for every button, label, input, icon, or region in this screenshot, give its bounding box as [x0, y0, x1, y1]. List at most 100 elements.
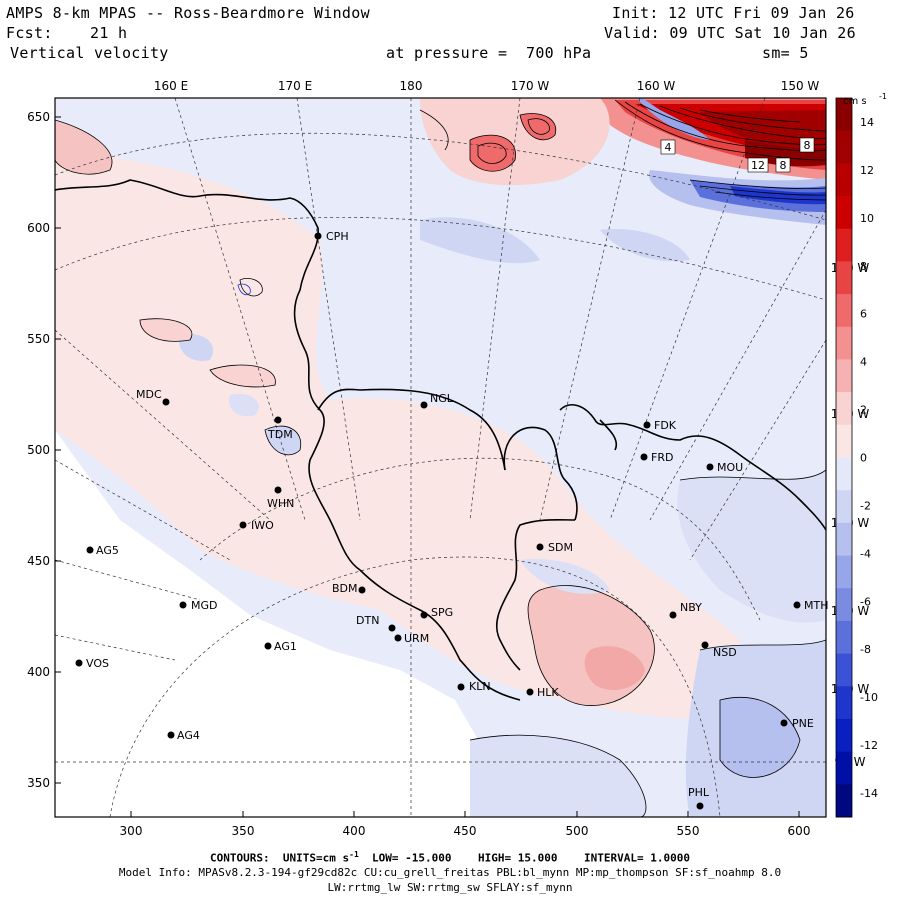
- station-marker: [394, 634, 402, 642]
- colorbar-swatch: [836, 653, 852, 687]
- init-time: Init: 12 UTC Fri 09 Jan 26: [612, 4, 855, 22]
- units-exp: -1: [349, 850, 359, 859]
- colorbar-swatch: [836, 196, 852, 230]
- colorbar-swatch: [836, 751, 852, 785]
- station-marker: [536, 543, 544, 551]
- colorbar-tick-label: 4: [860, 356, 867, 369]
- colorbar-tick-label: 14: [860, 116, 874, 129]
- station-label: NGL: [430, 392, 454, 405]
- station-label: MTH: [804, 599, 828, 612]
- station-marker: [75, 659, 83, 667]
- colorbar-swatch: [836, 457, 852, 491]
- station-label: PNE: [792, 717, 814, 730]
- station-marker: [162, 398, 170, 406]
- contour-value-labels: 4 8 12 8: [660, 137, 815, 173]
- station-label: FDK: [654, 419, 677, 432]
- station-marker: [793, 601, 801, 609]
- colorbar-swatch: [836, 261, 852, 295]
- pressure-level: at pressure = 700 hPa: [386, 44, 591, 62]
- valid-time: Valid: 09 UTC Sat 10 Jan 26: [604, 24, 856, 42]
- contour-label: 8: [780, 159, 787, 172]
- colorbar-unit-text: cm s: [843, 96, 867, 107]
- colorbar-swatch: [836, 326, 852, 360]
- colorbar-swatch: [836, 163, 852, 197]
- forecast-hour: Fcst: 21 h: [6, 24, 127, 42]
- station-label: BDM: [332, 582, 358, 595]
- station-label: MGD: [191, 599, 218, 612]
- station-label: MOU: [717, 461, 743, 474]
- station-marker: [696, 802, 704, 810]
- contours-label: CONTOURS:: [210, 851, 270, 865]
- x-tick-label: 500: [566, 824, 589, 838]
- y-tick-label: 350: [27, 776, 50, 790]
- station-marker: [706, 463, 714, 471]
- station-label: NBY: [680, 601, 702, 614]
- station-label: TDM: [267, 428, 293, 441]
- units-label: UNITS=cm s: [282, 851, 350, 865]
- x-tick-label: 600: [788, 824, 811, 838]
- station-marker: [526, 688, 534, 696]
- map-border: [54, 97, 827, 818]
- colorbar-tick-label: -2: [860, 499, 871, 512]
- y-tick-label: 650: [27, 110, 50, 124]
- station-marker: [86, 546, 94, 554]
- colorbar-unit-exp: -1: [879, 92, 887, 101]
- station-marker: [780, 719, 788, 727]
- colorbar-unit: cm s -1: [843, 92, 887, 107]
- station-marker: [179, 601, 187, 609]
- station-marker: [420, 611, 428, 619]
- station-marker: [420, 401, 428, 409]
- x-tick-label: 400: [343, 824, 366, 838]
- station-label: URM: [404, 632, 429, 645]
- colorbar-tick-label: -6: [860, 595, 871, 608]
- colorbar-tick-label: 8: [860, 260, 867, 273]
- colorbar-tick-label: 2: [860, 404, 867, 417]
- contour-label: 12: [751, 159, 765, 172]
- lon-label: 170 W: [511, 79, 550, 93]
- top-longitude-labels: 160 E 170 E 180 170 W 160 W 150 W: [154, 79, 820, 93]
- colorbar-swatch: [836, 620, 852, 655]
- fcst-value: 21 h: [89, 24, 128, 42]
- station-marker: [274, 486, 282, 494]
- colorbar-labels: 14 12 10 8 6 4 2 0 -2 -4 -6 -8 -10 -12 -14: [860, 116, 878, 800]
- colorbar-swatch: [836, 392, 852, 426]
- graticule: [55, 98, 826, 817]
- station-label: AG1: [274, 640, 297, 653]
- contour-label: 4: [665, 141, 672, 154]
- station-label: MDC: [136, 388, 162, 401]
- colorbar-swatch: [836, 588, 852, 622]
- colorbar-swatch: [836, 98, 852, 132]
- colorbar-tick-label: 10: [860, 212, 874, 225]
- station-marker: [274, 416, 282, 424]
- colorbar-tick-label: -8: [860, 643, 871, 656]
- model-info: Model Info: MPASv8.2.3-194-gf29cd82c CU:…: [118, 866, 782, 879]
- station-label: SPG: [431, 606, 453, 619]
- station-label: PHL: [688, 786, 710, 799]
- y-tick-label: 500: [27, 443, 50, 457]
- colorbar-swatch: [836, 522, 852, 557]
- colorbar-tick-label: -14: [860, 787, 878, 800]
- station-label: FRD: [651, 451, 673, 464]
- colorbar-swatch: [836, 228, 852, 262]
- station-label: VOS: [86, 657, 109, 670]
- contour-high: HIGH= 15.000: [478, 851, 558, 865]
- station-marker: [457, 683, 465, 691]
- station-label: SDM: [548, 541, 573, 554]
- colorbar-swatch: [836, 424, 852, 458]
- contour-lines: [55, 99, 826, 817]
- level-label: at pressure =: [386, 44, 508, 62]
- lon-label: 150 W: [781, 79, 820, 93]
- station-label: AG4: [177, 729, 200, 742]
- station-marker: [640, 453, 648, 461]
- y-tick-label: 550: [27, 332, 50, 346]
- contour-low: LOW= -15.000: [372, 851, 452, 865]
- map-field: [55, 98, 826, 817]
- y-tick-label: 600: [27, 221, 50, 235]
- station-marker: [264, 642, 272, 650]
- coastline: [55, 179, 826, 701]
- station-label: CPH: [326, 230, 349, 243]
- colorbar-swatch: [836, 359, 852, 393]
- station-label: KLN: [469, 680, 491, 693]
- colorbar: [835, 97, 853, 818]
